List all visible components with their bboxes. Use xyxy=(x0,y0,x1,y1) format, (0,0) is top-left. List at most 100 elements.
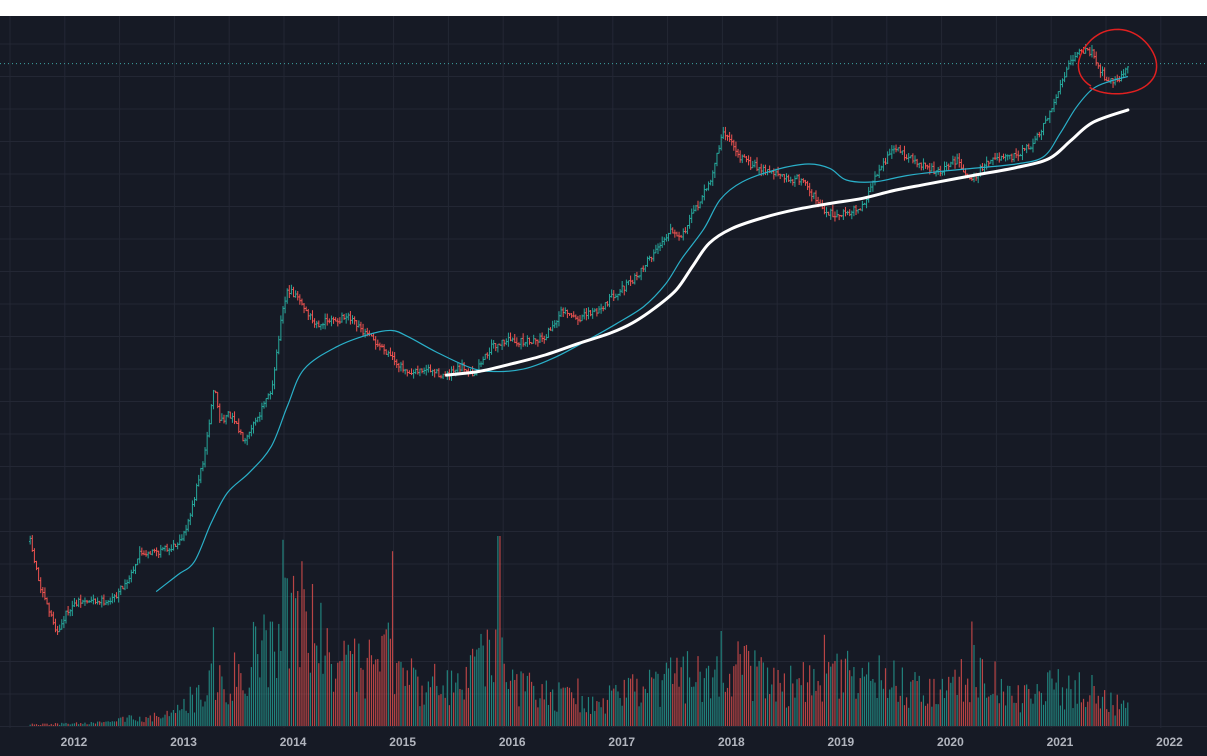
x-tick-label: 2020 xyxy=(937,735,964,749)
volume-bar xyxy=(638,706,640,726)
volume-bar xyxy=(389,638,392,726)
volume-bar xyxy=(467,687,469,726)
volume-bar xyxy=(408,684,410,726)
volume-bar xyxy=(865,674,868,726)
volume-bar xyxy=(101,722,103,726)
volume-bar xyxy=(1021,703,1024,726)
volume-bar xyxy=(145,717,147,726)
volume-bar xyxy=(606,699,609,726)
volume-bar xyxy=(971,621,973,726)
volume-bar xyxy=(627,677,630,726)
volume-bar xyxy=(402,667,404,726)
volume-bar xyxy=(349,650,352,726)
volume-bar xyxy=(655,671,657,726)
volume-bar xyxy=(1072,708,1074,726)
volume-bar xyxy=(960,659,962,726)
price-chart[interactable]: 2012 2013 2014 2015 2016 2017 2018 2019 2020 2021… xyxy=(0,16,1207,756)
volume-bar xyxy=(469,655,472,726)
volume-bar xyxy=(775,701,777,726)
volume-bar xyxy=(172,710,175,726)
volume-bar xyxy=(859,678,861,726)
volume-bar xyxy=(219,665,221,726)
volume-bar xyxy=(124,721,126,726)
volume-bar xyxy=(659,706,661,726)
volume-bar xyxy=(149,715,151,726)
volume-bar xyxy=(1017,685,1019,726)
volume-bar xyxy=(206,695,208,726)
volume-bar xyxy=(908,707,910,726)
volume-bar xyxy=(263,614,265,726)
volume-bar xyxy=(956,694,958,726)
volume-bar xyxy=(651,677,653,726)
volume-bar xyxy=(1019,712,1021,726)
volume-bar xyxy=(282,539,284,726)
volume-bar xyxy=(1026,684,1028,726)
grid-lines xyxy=(0,16,1207,728)
volume-bar xyxy=(522,673,524,726)
volume-bar xyxy=(927,703,929,726)
volume-bar xyxy=(545,680,547,726)
volume-bar xyxy=(672,683,674,726)
volume-bar xyxy=(295,598,297,726)
volume-bar xyxy=(482,645,484,726)
volume-bar xyxy=(507,688,510,726)
volume-bar xyxy=(743,645,745,726)
volume-bar xyxy=(615,684,617,726)
volume-bar xyxy=(552,689,554,726)
volume-bar xyxy=(516,674,518,726)
volume-bar xyxy=(478,647,480,726)
volume-bar xyxy=(370,655,373,726)
volume-bar xyxy=(714,669,716,726)
volume-bar xyxy=(931,706,933,726)
volume-bar xyxy=(267,687,269,726)
volume-bar xyxy=(617,691,619,726)
volume-bar xyxy=(1125,707,1127,726)
x-tick-label: 2022 xyxy=(1156,735,1183,749)
volume-bar xyxy=(629,678,632,726)
peak-annotation-circle xyxy=(1077,28,1158,95)
volume-bar xyxy=(541,684,543,726)
volume-bar xyxy=(870,680,872,726)
volume-bar xyxy=(265,630,267,726)
volume-bar xyxy=(785,707,788,726)
volume-bar xyxy=(512,669,514,726)
volume-bar xyxy=(50,723,52,726)
volume-bar xyxy=(158,717,160,726)
volume-bar xyxy=(1038,691,1040,726)
volume-bar xyxy=(417,676,419,726)
volume-bar xyxy=(311,583,314,726)
chart-panel[interactable]: 2012 2013 2014 2015 2016 2017 2018 2019 2020 2021… xyxy=(0,16,1207,756)
volume-bar xyxy=(105,721,107,726)
volume-bar xyxy=(571,692,573,726)
volume-bar xyxy=(280,650,282,726)
volume-bar xyxy=(912,680,914,726)
volume-bar xyxy=(1076,703,1078,726)
volume-bar xyxy=(484,686,486,726)
volume-bar xyxy=(720,631,722,726)
volume-bar xyxy=(1122,700,1125,726)
volume-bar xyxy=(56,723,59,726)
volume-bar xyxy=(585,712,587,726)
volume-bar xyxy=(80,722,82,726)
volume-bar xyxy=(164,714,166,726)
x-tick-label: 2017 xyxy=(608,735,635,749)
volume-bar xyxy=(427,681,429,726)
volume-bar xyxy=(299,667,301,726)
volume-bar xyxy=(741,674,743,726)
volume-bar xyxy=(269,621,271,726)
volume-bar xyxy=(1059,705,1061,726)
volume-bar xyxy=(726,687,729,726)
volume-bar xyxy=(284,577,286,726)
volume-bar xyxy=(514,679,516,726)
volume-bar xyxy=(204,701,206,726)
volume-bar xyxy=(589,713,592,726)
volume-bar xyxy=(410,658,413,726)
volume-bar xyxy=(509,680,512,726)
volume-bar xyxy=(501,637,503,726)
volume-bar xyxy=(996,695,998,726)
volume-bar xyxy=(406,670,408,726)
volume-bar xyxy=(54,723,57,726)
volume-bar xyxy=(1097,695,1099,726)
volume-bar xyxy=(1049,670,1051,726)
volume-bar xyxy=(396,662,398,726)
